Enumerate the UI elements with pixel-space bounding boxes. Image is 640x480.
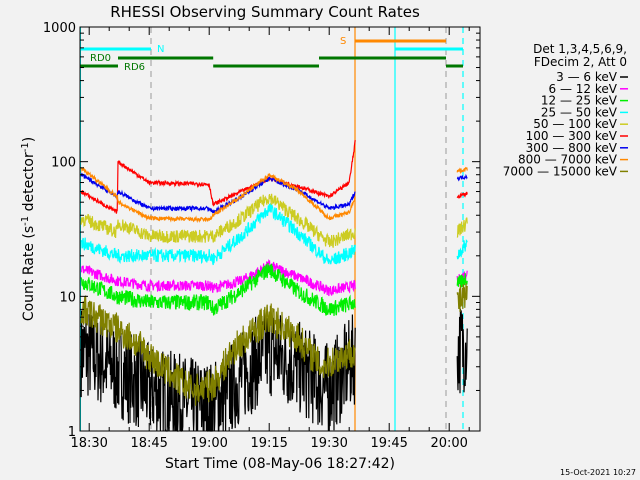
series-line-1 [81, 258, 356, 297]
x-axis-label: Start Time (08-May-06 18:27:42) [165, 456, 395, 472]
y-tick-label: 1000 [43, 21, 76, 36]
series-group [80, 140, 468, 433]
legend-header: FDecim 2, Att 0 [534, 55, 627, 69]
series-line-0 [456, 308, 468, 394]
series-line-7 [80, 166, 356, 224]
series-line-5 [80, 140, 356, 214]
state-label-rd6: RD6 [124, 62, 145, 73]
series-line-2 [80, 263, 356, 317]
plot-frame [79, 26, 481, 432]
legend-label: 3 — 6 keV [556, 70, 618, 84]
legend-label: 300 — 800 keV [526, 141, 618, 155]
series-line-0 [80, 309, 356, 433]
legend-label: 12 — 25 keV [541, 94, 618, 108]
y-tick-label: 100 [51, 156, 76, 171]
x-tick-label: 19:30 [310, 436, 347, 451]
x-tick-label: 20:00 [430, 436, 467, 451]
chart-title: RHESSI Observing Summary Count Rates [110, 3, 420, 21]
state-bars: N S RD0 RD6 [80, 36, 463, 73]
legend-label: 100 — 300 keV [526, 129, 618, 143]
series-line-7 [456, 166, 468, 175]
legend-label: 800 — 7000 keV [518, 153, 618, 167]
legend: Det 1,3,4,5,6,9,FDecim 2, Att 03 — 6 keV… [503, 42, 628, 178]
legend-label: 25 — 50 keV [541, 105, 618, 119]
series-line-5 [456, 191, 468, 199]
series-line-3 [456, 239, 468, 260]
series-line-2 [456, 273, 468, 289]
y-tick-label: 10 [59, 290, 76, 305]
series-line-3 [80, 203, 356, 266]
series-line-8 [80, 295, 356, 406]
series-line-6 [456, 173, 468, 182]
legend-label: 50 — 100 keV [533, 117, 618, 131]
x-tick-label: 18:45 [130, 436, 167, 451]
legend-label: 7000 — 15000 keV [503, 164, 618, 178]
x-tick-label: 19:45 [370, 436, 407, 451]
x-tick-label: 19:00 [190, 436, 227, 451]
series-line-6 [80, 172, 356, 214]
x-tick-label: 18:30 [70, 436, 107, 451]
series-line-8 [456, 283, 468, 312]
state-label-n: N [157, 44, 164, 55]
x-tick-label: 19:15 [250, 436, 287, 451]
state-label-s: S [340, 36, 346, 47]
y-tick-label: 1 [68, 425, 76, 440]
state-label-rd0: RD0 [90, 53, 111, 64]
series-line-4 [80, 193, 356, 248]
legend-label: 6 — 12 keV [549, 82, 618, 96]
legend-header: Det 1,3,4,5,6,9, [533, 42, 627, 56]
y-axis-label: Count Rate (s-1 detector-1) [20, 137, 37, 321]
axes: 1 10 100 1000 18:30 18:45 19:00 19:15 19:30 19:45… [43, 21, 480, 451]
footer-date: 15-Oct-2021 10:27 [560, 468, 636, 477]
series-line-4 [456, 217, 468, 238]
